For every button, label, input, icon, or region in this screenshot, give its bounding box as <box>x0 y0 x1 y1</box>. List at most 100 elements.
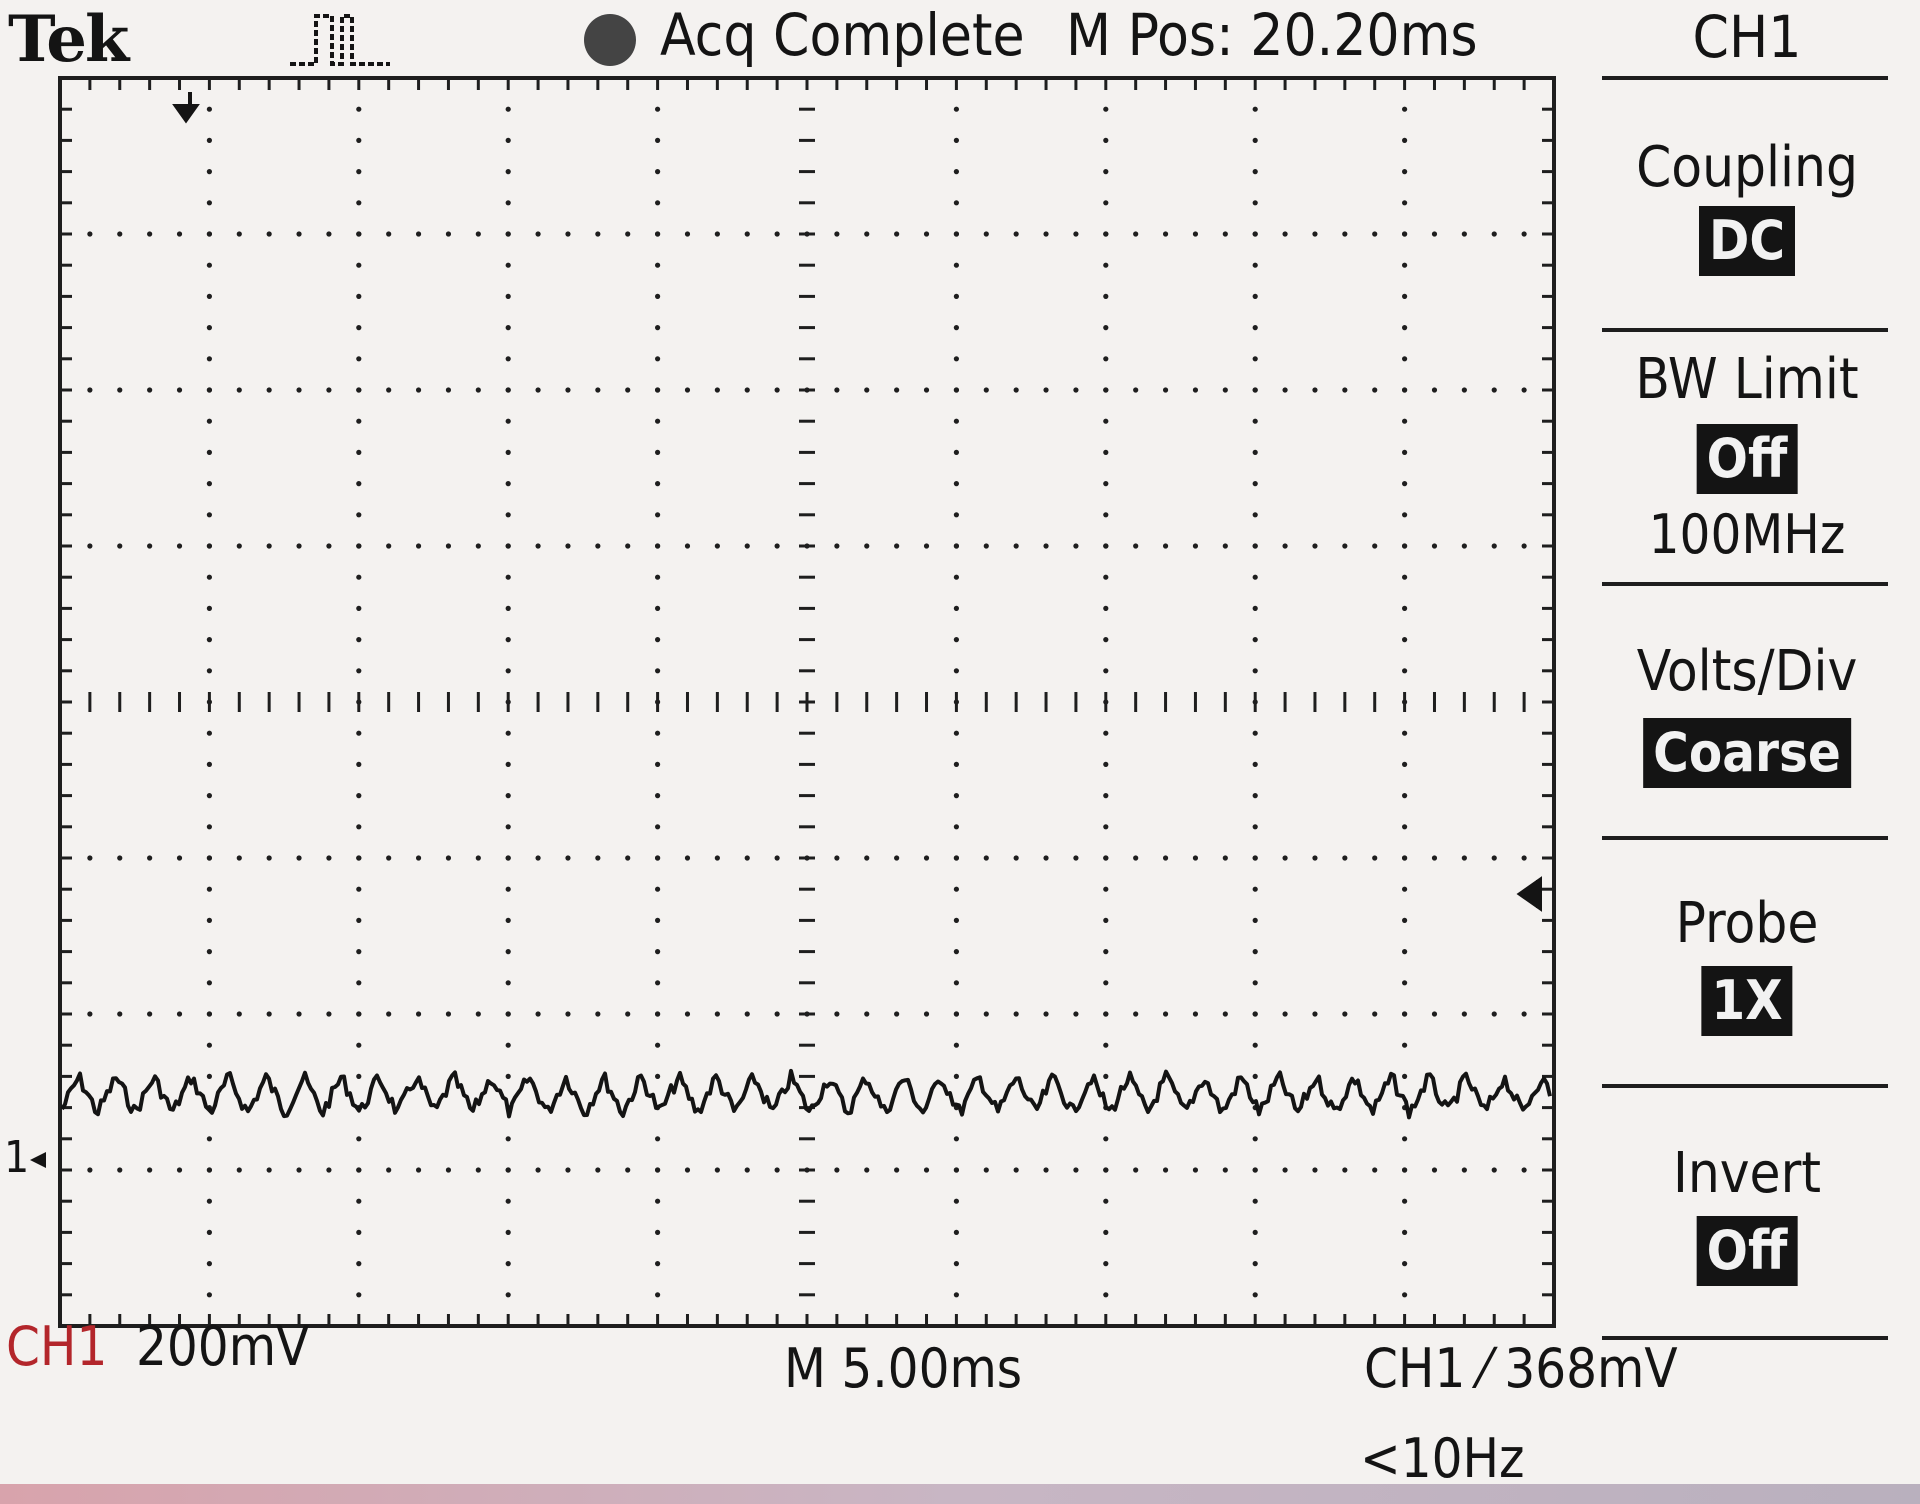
graticule-mark <box>1103 637 1109 643</box>
graticule-mark <box>923 1011 930 1017</box>
graticule-mark <box>1402 949 1408 955</box>
graticule-mark <box>1312 543 1318 549</box>
graticule-mark <box>1402 1198 1408 1204</box>
graticule-mark <box>386 231 392 237</box>
probe-button[interactable]: 1X <box>1701 966 1793 1036</box>
graticule-mark <box>595 1167 601 1173</box>
graticule-mark <box>1162 231 1169 237</box>
graticule-mark <box>505 1136 511 1142</box>
graticule-mark <box>953 605 960 612</box>
graticule-mark <box>326 1011 332 1017</box>
menu-divider <box>1602 76 1888 80</box>
graticule-mark <box>655 793 661 799</box>
graticule-mark <box>923 1167 930 1173</box>
graticule-mark <box>834 1011 840 1017</box>
graticule-mark <box>625 543 631 549</box>
graticule-mark <box>356 824 362 830</box>
graticule-mark <box>1402 1011 1408 1017</box>
graticule-mark <box>386 1167 392 1173</box>
trigger-frequency: <10Hz <box>1360 1427 1525 1490</box>
graticule-mark <box>356 169 362 175</box>
graticule-mark <box>1252 543 1258 549</box>
graticule-mark <box>834 231 840 237</box>
graticule-mark <box>1103 793 1109 799</box>
graticule-mark <box>894 387 900 393</box>
graticule-mark <box>1103 1292 1109 1298</box>
graticule-mark <box>1342 231 1348 237</box>
graticule-mark <box>415 1167 422 1173</box>
graticule-mark <box>266 1011 272 1017</box>
graticule-mark <box>1402 855 1408 861</box>
graticule-mark <box>953 824 960 830</box>
graticule-mark <box>206 824 212 830</box>
graticule-mark <box>953 730 960 736</box>
graticule-mark <box>983 231 989 237</box>
graticule-mark <box>655 1011 661 1017</box>
graticule-mark <box>1162 855 1169 861</box>
graticule-mark <box>894 1011 900 1017</box>
graticule-mark <box>1402 824 1408 830</box>
graticule-mark <box>505 637 511 643</box>
graticule-mark <box>1252 1198 1258 1204</box>
graticule-mark <box>1162 543 1169 549</box>
graticule-mark <box>505 200 511 206</box>
graticule <box>58 76 1556 1328</box>
graticule-mark <box>296 387 302 393</box>
graticule-mark <box>1312 231 1318 237</box>
graticule-mark <box>1402 1292 1408 1298</box>
graticule-mark <box>1491 855 1497 861</box>
invert-label: Invert <box>1672 1141 1822 1206</box>
graticule-mark <box>953 855 960 861</box>
graticule-mark <box>505 137 511 143</box>
graticule-mark <box>117 1167 123 1173</box>
graticule-mark <box>1521 1167 1527 1173</box>
graticule-mark <box>983 543 989 549</box>
graticule-mark <box>1521 1011 1527 1017</box>
graticule-mark <box>655 1167 661 1173</box>
graticule-mark <box>1282 543 1288 549</box>
coupling-button[interactable]: DC <box>1699 206 1795 276</box>
graticule-mark <box>684 1167 691 1173</box>
graticule-mark <box>864 231 870 237</box>
graticule-mark <box>1312 1167 1318 1173</box>
graticule-mark <box>595 543 601 549</box>
graticule-mark <box>117 855 123 861</box>
graticule-mark <box>1431 855 1438 861</box>
bw-limit-button[interactable]: Off <box>1696 424 1798 494</box>
graticule-mark <box>505 481 511 487</box>
graticule-mark <box>1013 1167 1019 1173</box>
graticule-mark <box>1192 543 1199 549</box>
graticule-mark <box>296 543 302 549</box>
graticule-mark <box>326 1167 332 1173</box>
graticule-mark <box>356 761 362 768</box>
graticule-mark <box>206 418 212 424</box>
volts-div-button[interactable]: Coarse <box>1643 718 1851 788</box>
graticule-mark <box>206 730 212 736</box>
graticule-mark <box>206 325 212 331</box>
graticule-mark <box>1402 200 1408 206</box>
graticule-mark <box>505 325 511 331</box>
volts-div-label: Volts/Div <box>1636 639 1858 704</box>
graticule-mark <box>1013 855 1019 861</box>
graticule-mark <box>505 980 511 986</box>
graticule-mark <box>1402 512 1408 518</box>
invert-button[interactable]: Off <box>1696 1216 1798 1286</box>
graticule-mark <box>714 1167 720 1173</box>
graticule-mark <box>1043 1167 1049 1173</box>
graticule-mark <box>147 855 153 861</box>
ch1-volts-per-div: 200mV <box>136 1315 310 1378</box>
graticule-mark <box>505 1198 511 1204</box>
horizontal-position: M Pos: 20.20ms <box>1066 1 1478 69</box>
graticule-mark <box>1252 325 1258 331</box>
graticule-mark <box>206 481 212 487</box>
graticule-mark <box>1282 855 1288 861</box>
graticule-mark <box>147 1011 153 1017</box>
graticule-mark <box>625 1011 631 1017</box>
graticule-mark <box>625 387 631 393</box>
channel-menu: CH1 Coupling DC BW Limit Off 100MHz Volt… <box>1592 0 1902 1360</box>
graticule-mark <box>1461 231 1467 237</box>
graticule-mark <box>1402 574 1408 580</box>
graticule-mark <box>176 543 183 549</box>
graticule-mark <box>505 761 511 768</box>
graticule-mark <box>356 543 362 549</box>
